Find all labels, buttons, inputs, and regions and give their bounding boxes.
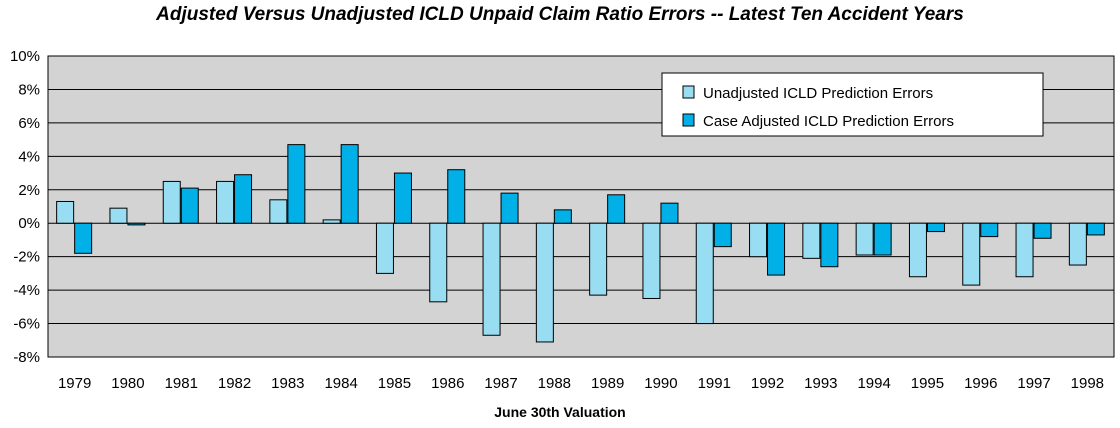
y-tick-label: -2% xyxy=(13,249,40,266)
bar-case-adjusted-1984 xyxy=(340,144,359,224)
bar-case-adjusted-1986 xyxy=(447,169,466,224)
bar-unadjusted-1996 xyxy=(962,222,981,286)
bar-unadjusted-1991 xyxy=(695,222,714,325)
bar-unadjusted-1995 xyxy=(908,222,927,278)
legend-label: Unadjusted ICLD Prediction Errors xyxy=(703,85,933,102)
x-tick-label: 1984 xyxy=(324,375,357,392)
x-tick-label: 1995 xyxy=(911,375,944,392)
x-tick-label: 1993 xyxy=(804,375,837,392)
bar-case-adjusted-1994 xyxy=(873,222,892,256)
bar-unadjusted-1988 xyxy=(535,222,554,343)
bar-case-adjusted-1988 xyxy=(553,209,572,224)
bar-case-adjusted-1992 xyxy=(767,222,786,276)
x-tick-label: 1983 xyxy=(271,375,304,392)
bar-unadjusted-1982 xyxy=(216,180,235,224)
bar-unadjusted-1989 xyxy=(589,222,608,296)
bar-unadjusted-1997 xyxy=(1015,222,1034,278)
bar-case-adjusted-1995 xyxy=(926,222,945,233)
bar-unadjusted-1993 xyxy=(802,222,821,259)
legend-swatch xyxy=(682,85,695,99)
bar-case-adjusted-1985 xyxy=(393,172,412,224)
legend-box xyxy=(661,72,1044,137)
x-tick-label: 1986 xyxy=(431,375,464,392)
y-tick-label: 8% xyxy=(18,81,40,98)
x-tick-label: 1996 xyxy=(964,375,997,392)
x-tick-label: 1985 xyxy=(378,375,411,392)
y-tick-label: -8% xyxy=(13,349,40,366)
bar-unadjusted-1992 xyxy=(749,222,768,258)
bar-case-adjusted-1980 xyxy=(127,222,146,226)
bar-case-adjusted-1982 xyxy=(234,174,253,224)
x-tick-label: 1980 xyxy=(111,375,144,392)
bar-case-adjusted-1990 xyxy=(660,202,679,224)
y-tick-label: -4% xyxy=(13,282,40,299)
bar-case-adjusted-1996 xyxy=(980,222,999,238)
x-tick-label: 1979 xyxy=(58,375,91,392)
bar-unadjusted-1986 xyxy=(429,222,448,303)
bar-case-adjusted-1993 xyxy=(820,222,839,268)
bar-case-adjusted-1998 xyxy=(1086,222,1105,236)
bar-case-adjusted-1983 xyxy=(287,144,306,224)
y-tick-label: 0% xyxy=(18,215,40,232)
x-tick-label: 1988 xyxy=(538,375,571,392)
x-tick-label: 1990 xyxy=(644,375,677,392)
x-tick-label: 1991 xyxy=(698,375,731,392)
bar-unadjusted-1990 xyxy=(642,222,661,299)
x-tick-label: 1997 xyxy=(1017,375,1050,392)
y-tick-label: -6% xyxy=(13,316,40,333)
x-tick-label: 1982 xyxy=(218,375,251,392)
chart-legend: Unadjusted ICLD Prediction Errors Case Ad… xyxy=(661,72,1044,137)
bar-case-adjusted-1991 xyxy=(713,222,732,248)
y-tick-label: 10% xyxy=(10,48,40,65)
chart-title: Adjusted Versus Unadjusted ICLD Unpaid C… xyxy=(156,4,964,25)
bar-case-adjusted-1997 xyxy=(1033,222,1052,239)
bar-case-adjusted-1987 xyxy=(500,192,519,224)
legend-swatch xyxy=(682,113,695,127)
bar-case-adjusted-1989 xyxy=(607,194,626,224)
bar-unadjusted-1994 xyxy=(855,222,874,256)
x-axis-label: June 30th Valuation xyxy=(494,404,626,420)
bar-unadjusted-1985 xyxy=(375,222,394,274)
x-tick-label: 1989 xyxy=(591,375,624,392)
x-tick-label: 1981 xyxy=(165,375,198,392)
bar-case-adjusted-1981 xyxy=(180,187,199,224)
x-tick-label: 1998 xyxy=(1071,375,1104,392)
bar-unadjusted-1987 xyxy=(482,222,501,336)
bar-unadjusted-1983 xyxy=(269,199,288,224)
y-tick-label: 4% xyxy=(18,148,40,165)
y-tick-label: 2% xyxy=(18,182,40,199)
bar-unadjusted-1981 xyxy=(162,180,181,224)
x-tick-label: 1987 xyxy=(484,375,517,392)
bar-unadjusted-1998 xyxy=(1068,222,1087,266)
y-tick-label: 6% xyxy=(18,115,40,132)
x-tick-label: 1992 xyxy=(751,375,784,392)
bar-unadjusted-1979 xyxy=(56,200,75,224)
bar-unadjusted-1980 xyxy=(109,207,128,224)
x-tick-label: 1994 xyxy=(857,375,890,392)
bar-unadjusted-1984 xyxy=(322,219,341,224)
bar-case-adjusted-1979 xyxy=(74,222,93,254)
legend-label: Case Adjusted ICLD Prediction Errors xyxy=(703,113,954,130)
